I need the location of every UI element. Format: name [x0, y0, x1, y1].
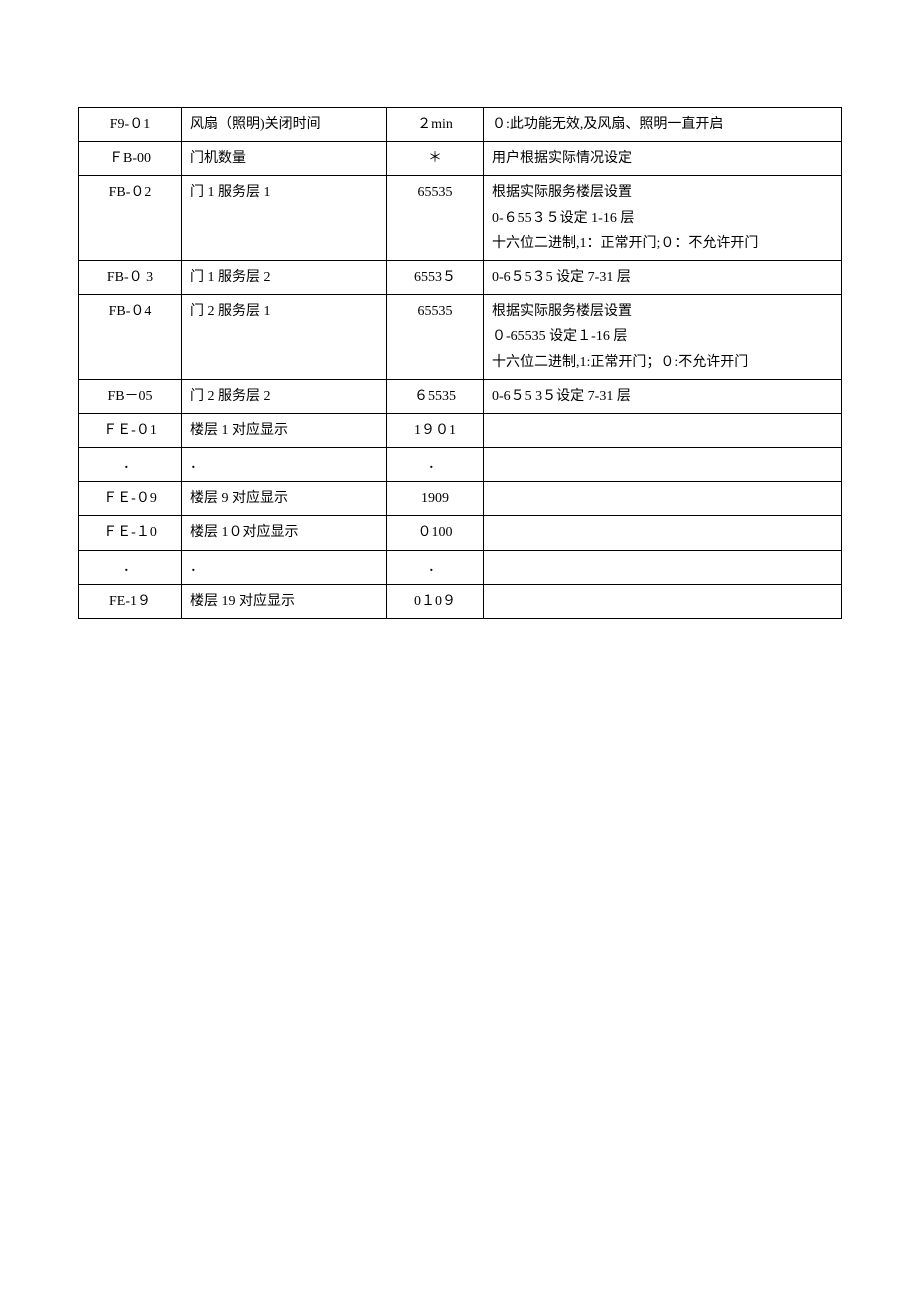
- code-cell: FB-０4: [79, 295, 182, 380]
- desc-cell: [484, 550, 842, 584]
- value-cell: ．: [387, 550, 484, 584]
- table-row: ＦＥ-１0 楼层 1０对应显示 ０100: [79, 516, 842, 550]
- desc-cell: 根据实际服务楼层设置0-６55３５设定 1-16 层十六位二进制,1：正常开门;…: [484, 176, 842, 261]
- value-cell: ．: [387, 448, 484, 482]
- table-row: ． ． ．: [79, 550, 842, 584]
- code-cell: F9-０1: [79, 108, 182, 142]
- value-cell: ６5535: [387, 379, 484, 413]
- parameter-table: F9-０1 风扇（照明)关闭时间 ２min ０:此功能无效,及风扇、照明一直开启…: [78, 107, 842, 619]
- name-cell: 楼层 19 对应显示: [182, 584, 387, 618]
- code-cell: ＦＥ-０9: [79, 482, 182, 516]
- code-cell: FB-０ 3: [79, 260, 182, 294]
- name-cell: ．: [182, 448, 387, 482]
- code-cell: ．: [79, 550, 182, 584]
- desc-cell: 根据实际服务楼层设置０-65535 设定１-16 层十六位二进制,1:正常开门；…: [484, 295, 842, 380]
- value-cell: 1909: [387, 482, 484, 516]
- name-cell: 门 2 服务层 1: [182, 295, 387, 380]
- code-cell: ＦB-00: [79, 142, 182, 176]
- desc-cell: 用户根据实际情况设定: [484, 142, 842, 176]
- table-row: FB-０4 门 2 服务层 1 65535 根据实际服务楼层设置０-65535 …: [79, 295, 842, 380]
- desc-cell: [484, 584, 842, 618]
- desc-cell: [484, 448, 842, 482]
- table-row: ＦB-00 门机数量 ＊ 用户根据实际情况设定: [79, 142, 842, 176]
- code-cell: FB-０2: [79, 176, 182, 261]
- table-row: FB-０2 门 1 服务层 1 65535 根据实际服务楼层设置0-６55３５设…: [79, 176, 842, 261]
- value-cell: 65535: [387, 295, 484, 380]
- desc-cell: 0-6５5 3５设定 7-31 层: [484, 379, 842, 413]
- name-cell: 风扇（照明)关闭时间: [182, 108, 387, 142]
- table-row: ＦＥ-０9 楼层 9 对应显示 1909: [79, 482, 842, 516]
- name-cell: 楼层 1 对应显示: [182, 413, 387, 447]
- code-cell: ＦＥ-０1: [79, 413, 182, 447]
- name-cell: 楼层 1０对应显示: [182, 516, 387, 550]
- value-cell: ２min: [387, 108, 484, 142]
- value-cell: 1９０1: [387, 413, 484, 447]
- code-cell: FE-1９: [79, 584, 182, 618]
- value-cell: ０100: [387, 516, 484, 550]
- table-row: ． ． ．: [79, 448, 842, 482]
- name-cell: 门机数量: [182, 142, 387, 176]
- name-cell: 门 1 服务层 1: [182, 176, 387, 261]
- table-row: FB-０ 3 门 1 服务层 2 6553５ 0-6５5３5 设定 7-31 层: [79, 260, 842, 294]
- table-row: ＦＥ-０1 楼层 1 对应显示 1９０1: [79, 413, 842, 447]
- value-cell: 0１0９: [387, 584, 484, 618]
- name-cell: 楼层 9 对应显示: [182, 482, 387, 516]
- desc-cell: [484, 516, 842, 550]
- table-row: F9-０1 风扇（照明)关闭时间 ２min ０:此功能无效,及风扇、照明一直开启: [79, 108, 842, 142]
- table-body: F9-０1 风扇（照明)关闭时间 ２min ０:此功能无效,及风扇、照明一直开启…: [79, 108, 842, 619]
- table-row: FE-1９ 楼层 19 对应显示 0１0９: [79, 584, 842, 618]
- value-cell: 65535: [387, 176, 484, 261]
- name-cell: 门 2 服务层 2: [182, 379, 387, 413]
- name-cell: ．: [182, 550, 387, 584]
- value-cell: 6553５: [387, 260, 484, 294]
- value-cell: ＊: [387, 142, 484, 176]
- table-row: FB－05 门 2 服务层 2 ６5535 0-6５5 3５设定 7-31 层: [79, 379, 842, 413]
- desc-cell: [484, 482, 842, 516]
- parameter-table-container: F9-０1 风扇（照明)关闭时间 ２min ０:此功能无效,及风扇、照明一直开启…: [78, 107, 842, 619]
- desc-cell: 0-6５5３5 设定 7-31 层: [484, 260, 842, 294]
- desc-cell: ０:此功能无效,及风扇、照明一直开启: [484, 108, 842, 142]
- desc-cell: [484, 413, 842, 447]
- code-cell: FB－05: [79, 379, 182, 413]
- code-cell: ＦＥ-１0: [79, 516, 182, 550]
- name-cell: 门 1 服务层 2: [182, 260, 387, 294]
- code-cell: ．: [79, 448, 182, 482]
- document-page: F9-０1 风扇（照明)关闭时间 ２min ０:此功能无效,及风扇、照明一直开启…: [0, 0, 920, 1302]
